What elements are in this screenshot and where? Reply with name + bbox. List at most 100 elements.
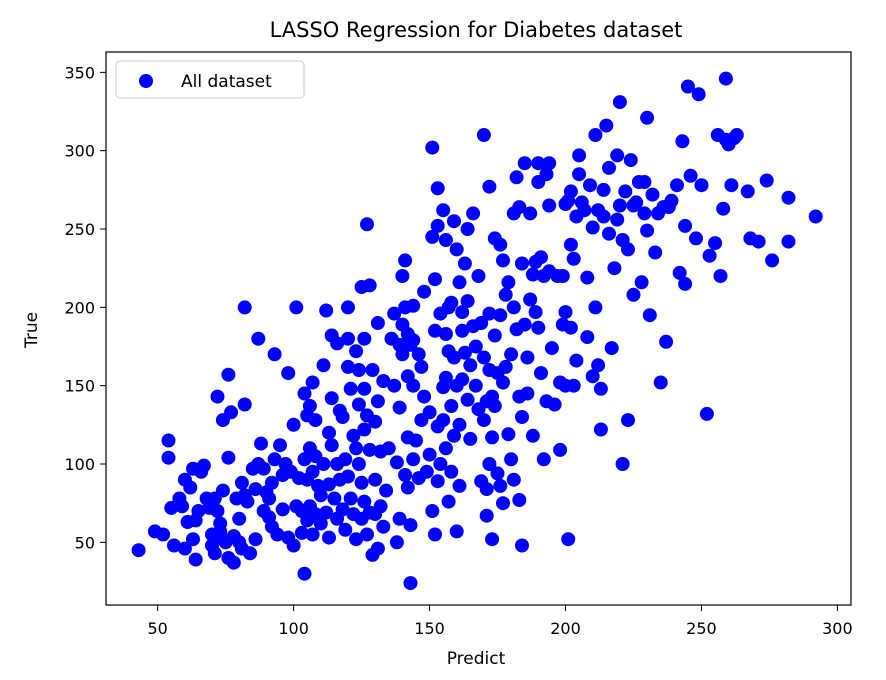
- data-point-328: [572, 148, 587, 163]
- data-point-284: [515, 256, 529, 271]
- data-point-156: [376, 519, 391, 534]
- data-point-388: [699, 406, 714, 421]
- data-point-241: [468, 378, 483, 393]
- data-point-101: [319, 505, 334, 520]
- data-point-44: [234, 475, 249, 490]
- data-point-232: [457, 345, 472, 360]
- data-point-62: [264, 475, 279, 490]
- data-point-370: [645, 187, 660, 202]
- data-point-257: [485, 430, 500, 445]
- data-point-320: [561, 532, 576, 547]
- data-point-344: [596, 209, 611, 224]
- data-point-375: [659, 334, 674, 349]
- data-point-135: [357, 331, 372, 346]
- data-point-200: [430, 218, 445, 233]
- data-point-89: [305, 375, 320, 390]
- data-point-327: [569, 353, 584, 368]
- data-point-41: [232, 511, 247, 526]
- data-point-181: [406, 333, 421, 348]
- data-point-121: [341, 469, 355, 484]
- data-point-359: [623, 153, 638, 168]
- y-axis-label: True: [22, 312, 42, 349]
- data-point-250: [479, 482, 494, 497]
- data-point-233: [460, 222, 475, 236]
- data-point-230: [455, 372, 470, 387]
- data-point-161: [387, 378, 402, 393]
- data-point-299: [531, 320, 546, 335]
- data-point-185: [411, 347, 426, 362]
- data-point-336: [585, 369, 600, 384]
- data-point-191: [419, 464, 434, 479]
- data-point-338: [588, 128, 603, 142]
- data-point-152: [370, 541, 385, 556]
- data-point-352: [612, 95, 627, 110]
- data-point-128: [349, 532, 364, 547]
- data-point-155: [376, 374, 391, 388]
- data-point-271: [498, 359, 513, 374]
- data-point-342: [593, 381, 608, 396]
- data-point-162: [389, 455, 404, 470]
- data-point-349: [607, 261, 622, 276]
- data-point-260: [487, 328, 502, 343]
- data-point-3: [161, 450, 176, 465]
- data-point-278: [506, 472, 521, 487]
- data-point-351: [610, 148, 625, 163]
- data-point-145: [365, 363, 380, 377]
- data-point-286: [515, 538, 529, 553]
- data-point-333: [580, 330, 595, 345]
- data-point-141: [360, 527, 374, 542]
- data-point-378: [670, 178, 684, 193]
- data-point-117: [338, 522, 353, 537]
- legend-label: All dataset: [181, 72, 272, 92]
- data-point-208: [436, 413, 451, 428]
- data-point-176: [400, 480, 415, 495]
- legend: All dataset: [115, 60, 305, 99]
- y-tick-label-3: 200: [64, 298, 95, 317]
- data-point-100: [319, 303, 334, 318]
- data-point-263: [490, 466, 505, 481]
- data-point-251: [479, 508, 494, 523]
- data-point-180: [406, 298, 421, 313]
- data-point-347: [602, 226, 616, 241]
- data-point-297: [531, 156, 546, 171]
- data-point-228: [455, 323, 470, 338]
- data-point-51: [248, 482, 263, 497]
- data-point-234: [460, 294, 475, 309]
- data-point-158: [381, 441, 396, 456]
- data-point-133: [354, 475, 369, 490]
- data-point-17: [191, 504, 206, 518]
- data-point-114: [335, 410, 350, 424]
- data-point-277: [506, 300, 521, 315]
- data-point-25: [207, 546, 222, 561]
- data-point-369: [642, 308, 657, 323]
- data-point-211: [438, 370, 453, 385]
- data-point-129: [351, 363, 366, 377]
- legend-marker: [139, 74, 153, 88]
- x-tick-label-4: 250: [686, 619, 717, 638]
- data-point-34: [221, 367, 236, 382]
- data-point-199: [428, 527, 442, 542]
- data-point-348: [604, 341, 619, 356]
- data-point-80: [297, 386, 312, 401]
- data-point-99: [316, 457, 331, 471]
- data-point-165: [392, 400, 407, 415]
- data-point-225: [452, 275, 467, 290]
- data-point-109: [330, 336, 345, 351]
- data-point-392: [713, 269, 728, 283]
- data-point-75: [289, 300, 304, 315]
- data-point-313: [553, 442, 568, 457]
- data-point-281: [512, 200, 527, 215]
- data-point-292: [523, 292, 538, 307]
- data-point-220: [447, 350, 461, 365]
- data-point-371: [648, 245, 663, 260]
- data-point-407: [808, 209, 823, 224]
- data-point-35: [221, 450, 236, 465]
- data-point-310: [547, 397, 562, 412]
- data-point-167: [395, 269, 410, 283]
- data-point-104: [322, 530, 336, 545]
- data-point-5: [164, 500, 179, 515]
- data-point-102: [322, 425, 336, 440]
- data-point-91: [305, 527, 320, 542]
- data-point-223: [449, 242, 464, 257]
- data-point-116: [338, 452, 353, 467]
